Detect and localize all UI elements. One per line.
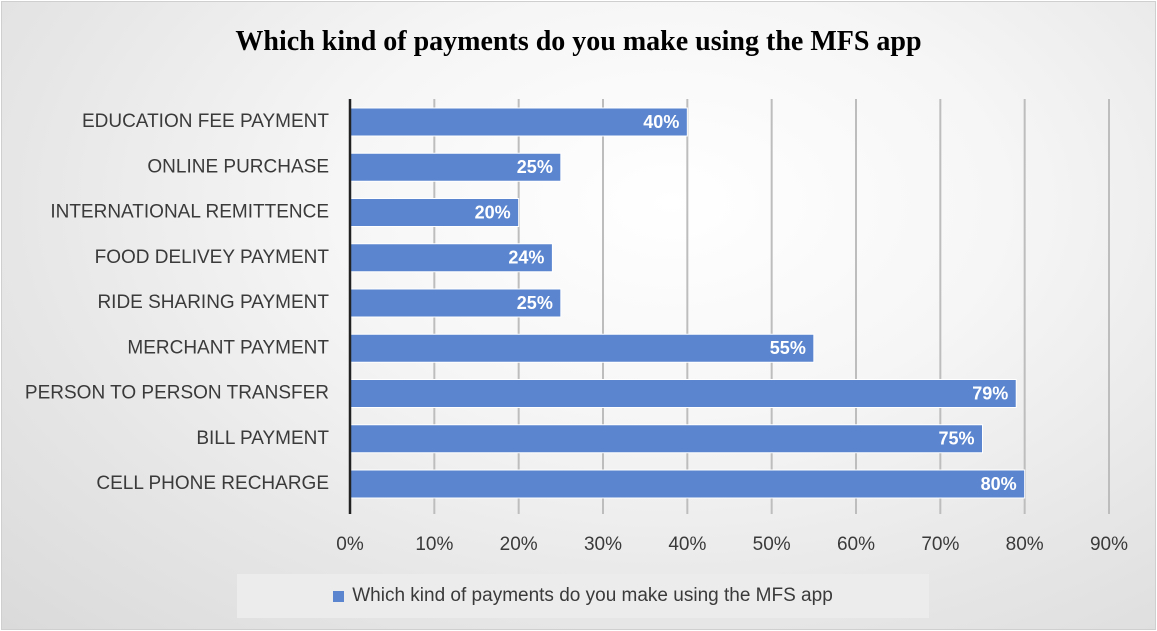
x-tick-label: 0%	[336, 534, 364, 555]
bar	[349, 424, 983, 454]
data-label: 24%	[508, 248, 544, 268]
bar	[349, 288, 562, 318]
category-label: CELL PHONE RECHARGE	[96, 473, 329, 494]
bar	[349, 243, 553, 273]
category-label: INTERNATIONAL REMITTENCE	[50, 202, 329, 223]
data-label: 80%	[981, 474, 1017, 494]
data-label: 25%	[517, 157, 553, 177]
data-label: 25%	[517, 293, 553, 313]
category-label: FOOD DELIVEY PAYMENT	[95, 247, 330, 268]
category-label: PERSON TO PERSON TRANSFER	[25, 383, 329, 404]
x-tick-label: 80%	[1006, 534, 1044, 555]
category-label: EDUCATION FEE PAYMENT	[82, 111, 329, 132]
x-tick-label: 90%	[1090, 534, 1128, 555]
bar	[349, 152, 562, 182]
data-label: 40%	[643, 112, 679, 132]
bar	[349, 333, 815, 363]
chart-title: Which kind of payments do you make using…	[235, 26, 922, 57]
x-tick-label: 60%	[837, 534, 875, 555]
x-tick-label: 40%	[668, 534, 706, 555]
category-label: ONLINE PURCHASE	[147, 156, 329, 177]
category-label: BILL PAYMENT	[196, 428, 329, 449]
bar	[349, 469, 1026, 499]
legend-swatch	[333, 590, 345, 602]
data-label: 75%	[938, 429, 974, 449]
data-label: 20%	[475, 202, 511, 222]
bar	[349, 379, 1017, 408]
category-label: MERCHANT PAYMENT	[127, 337, 329, 358]
x-tick-label: 20%	[500, 534, 538, 555]
x-tick-label: 50%	[753, 534, 791, 555]
bar	[349, 198, 520, 227]
x-tick-label: 10%	[415, 534, 453, 555]
bar	[349, 107, 688, 137]
data-label: 79%	[972, 383, 1008, 403]
data-label: 55%	[770, 338, 806, 358]
legend: Which kind of payments do you make using…	[237, 574, 929, 618]
x-tick-label: 30%	[584, 534, 622, 555]
x-tick-label: 70%	[921, 534, 959, 555]
category-label: RIDE SHARING PAYMENT	[97, 292, 329, 313]
legend-label: Which kind of payments do you make using…	[352, 585, 833, 606]
